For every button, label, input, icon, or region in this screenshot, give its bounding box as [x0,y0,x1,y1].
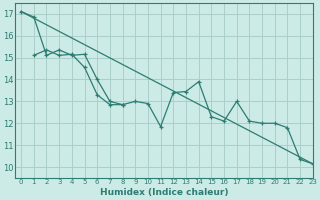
X-axis label: Humidex (Indice chaleur): Humidex (Indice chaleur) [100,188,228,197]
